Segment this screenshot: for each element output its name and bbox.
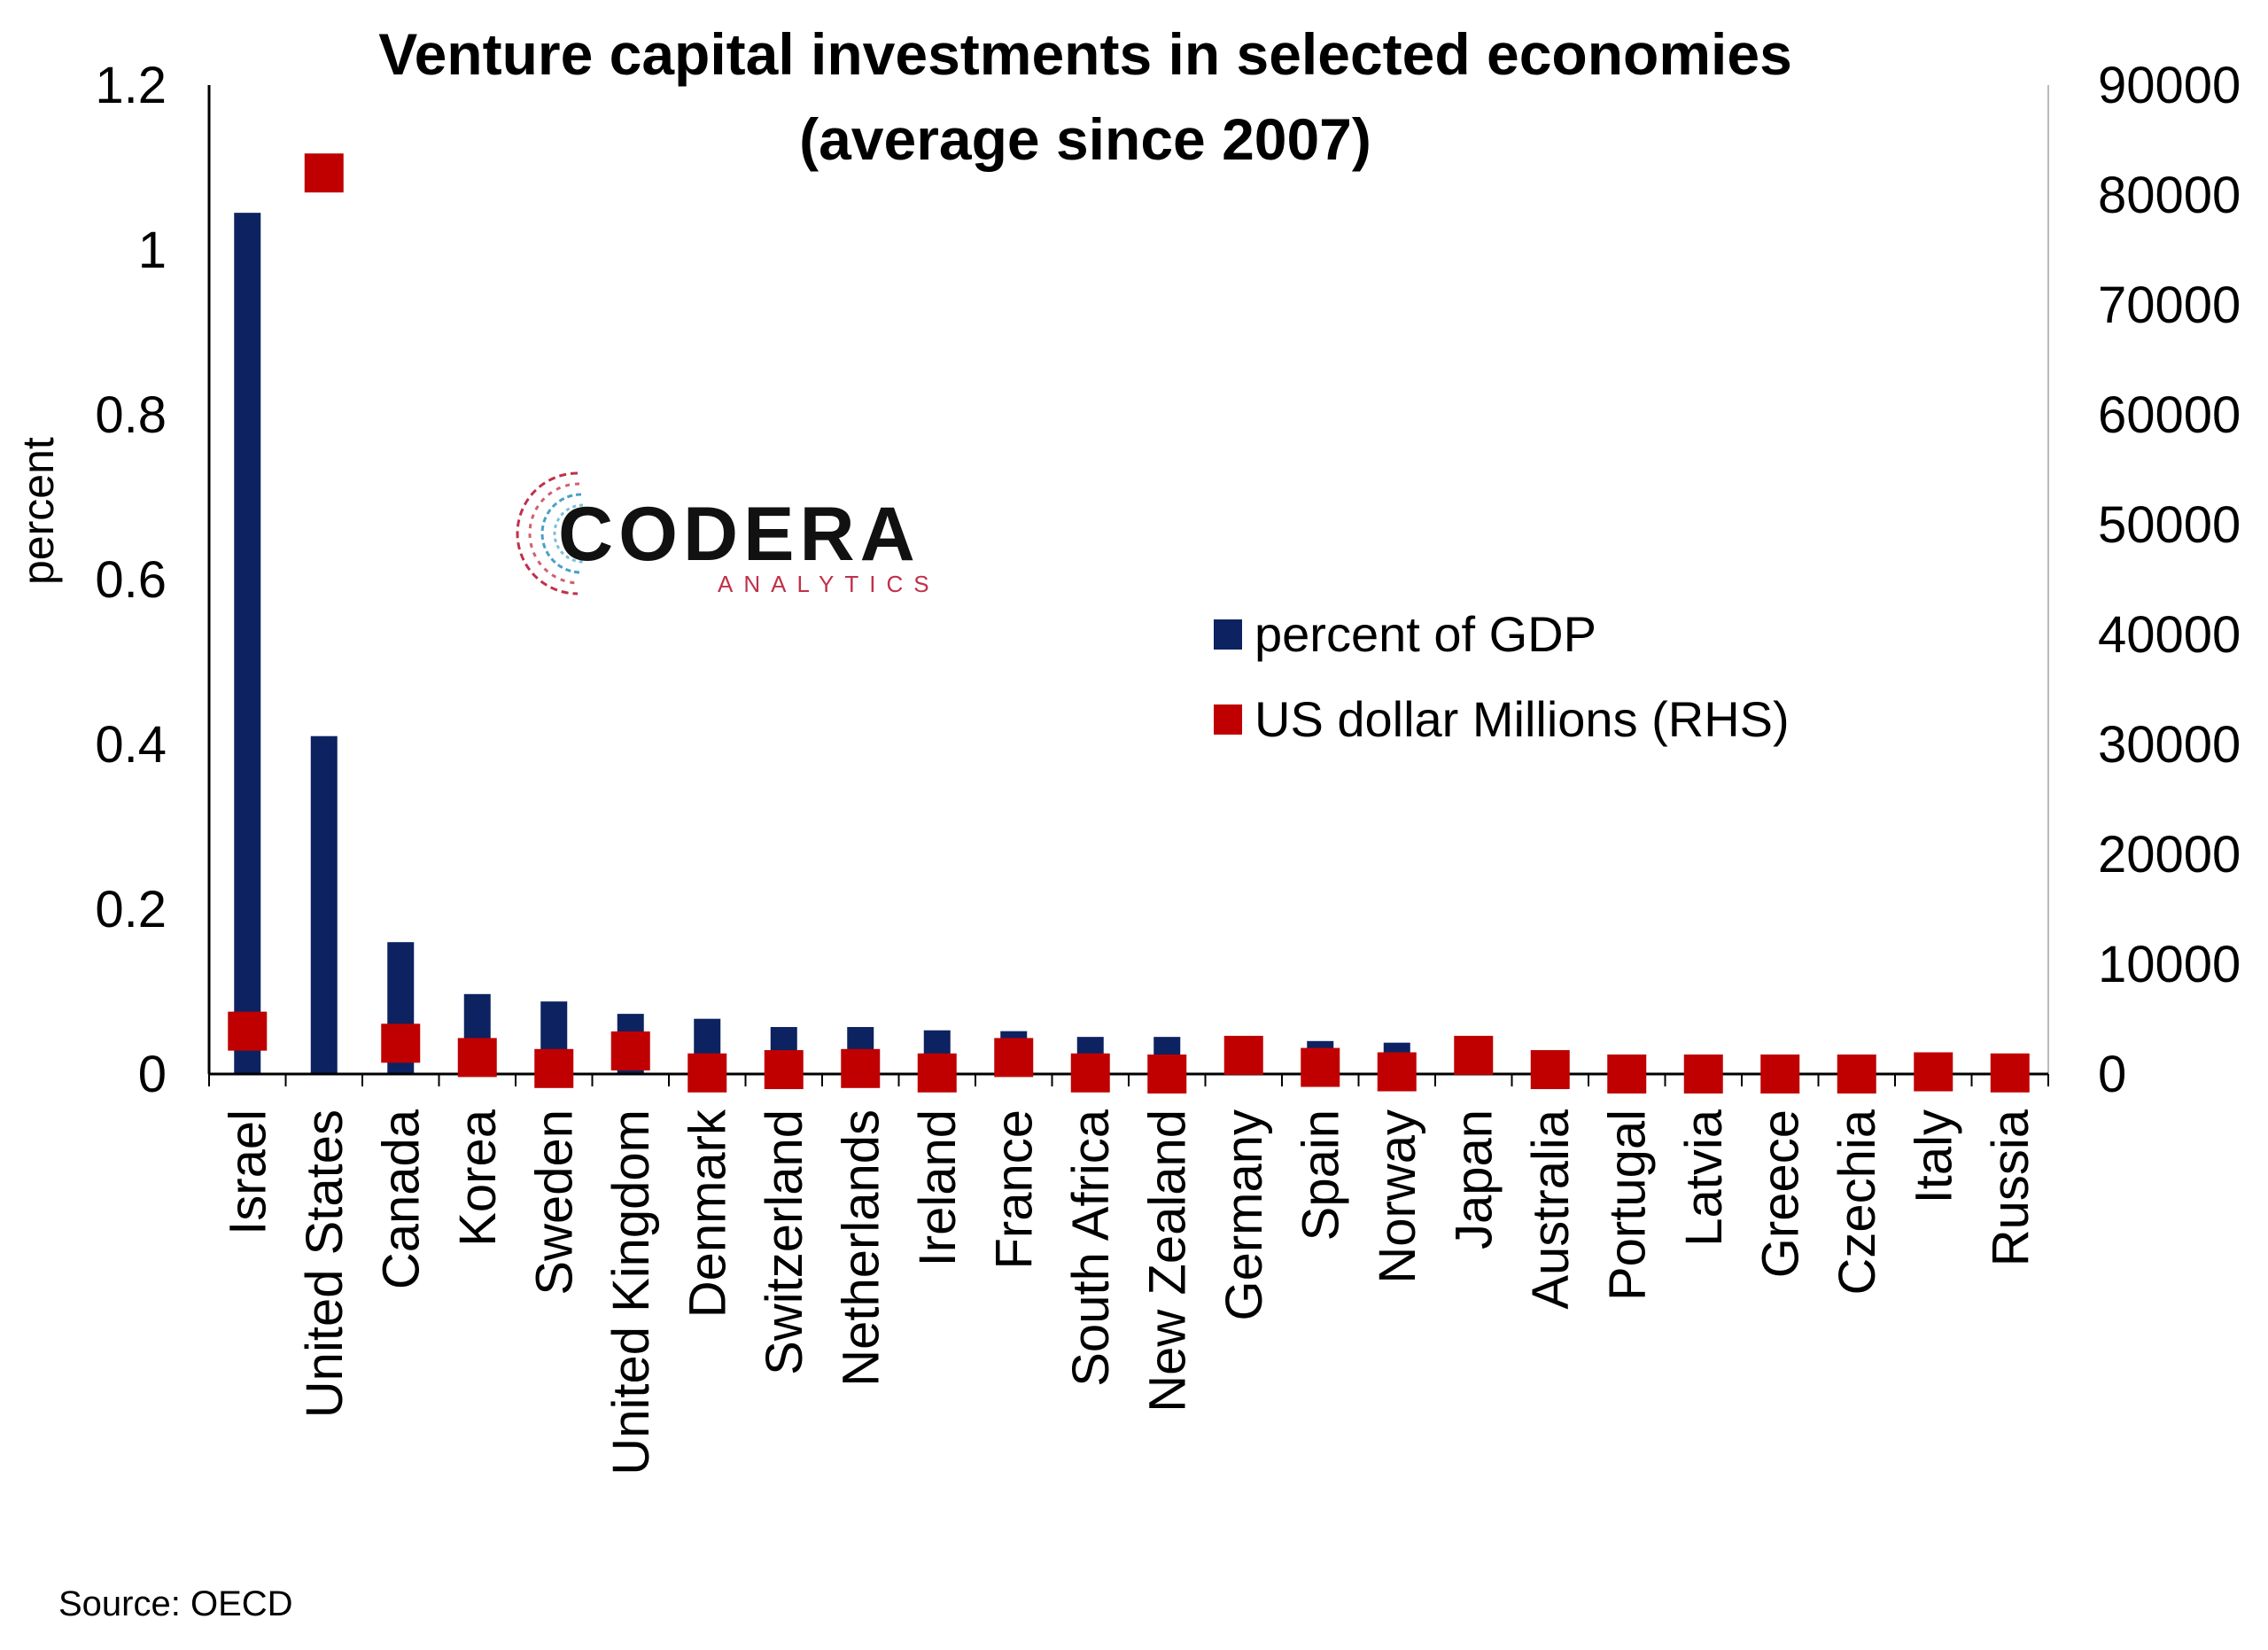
legend-item-percent-of-gdp: percent of GDP	[1214, 610, 1596, 659]
x-tick-label: Korea	[449, 1109, 507, 1247]
marker-point	[1837, 1055, 1876, 1094]
x-tick-label: Netherlands	[832, 1109, 889, 1387]
y2-tick-label: 70000	[2098, 276, 2241, 334]
marker-point	[1914, 1052, 1953, 1092]
marker-point	[1070, 1053, 1110, 1093]
x-tick-label: Russia	[1982, 1109, 2039, 1266]
y2-tick-label: 20000	[2098, 826, 2241, 883]
legend-item-us-dollar-millions: US dollar Millions (RHS)	[1214, 695, 1790, 744]
source-note: Source: OECD	[58, 1584, 293, 1623]
x-tick-label: Portugal	[1598, 1109, 1656, 1301]
legend-label: percent of GDP	[1254, 606, 1596, 662]
x-tick-label: Germany	[1216, 1109, 1273, 1321]
y2-tick-label: 0	[2098, 1046, 2126, 1103]
marker-point	[1454, 1035, 1494, 1075]
logo-subtitle: ANALYTICS	[718, 571, 940, 597]
marker-point	[917, 1053, 957, 1093]
marker-point	[610, 1031, 650, 1070]
x-tick-label: Greece	[1751, 1109, 1809, 1278]
x-tick-label: France	[985, 1109, 1043, 1270]
y-tick-label: 0.6	[95, 551, 167, 609]
y2-tick-label: 80000	[2098, 167, 2241, 224]
logo-wordmark: CODERA	[558, 492, 920, 577]
marker-point	[1223, 1035, 1263, 1075]
marker-point	[534, 1048, 574, 1088]
y-axis-label: percent	[13, 437, 63, 585]
x-tick-label: Switzerland	[756, 1109, 813, 1375]
y-tick-label: 0.8	[95, 386, 167, 444]
y2-tick-label: 40000	[2098, 606, 2241, 664]
x-tick-label: Israel	[219, 1109, 276, 1235]
x-tick-label: Italy	[1905, 1109, 1962, 1203]
x-tick-label: South Africa	[1062, 1109, 1120, 1386]
marker-point	[1683, 1055, 1723, 1094]
marker-point	[1607, 1055, 1647, 1094]
y2-tick-label: 50000	[2098, 496, 2241, 554]
marker-point	[1990, 1053, 2030, 1093]
y-tick-label: 0.4	[95, 716, 167, 774]
y2-tick-label: 10000	[2098, 936, 2241, 993]
marker-point	[994, 1038, 1034, 1078]
x-tick-label: Japan	[1445, 1109, 1503, 1249]
marker-point	[381, 1023, 421, 1063]
legend-label: US dollar Millions (RHS)	[1254, 691, 1790, 747]
logo-swirl-icon	[516, 471, 584, 595]
chart-subtitle: (average since 2007)	[799, 106, 1371, 172]
marker-point	[304, 153, 344, 193]
y2-tick-label: 60000	[2098, 386, 2241, 444]
legend-swatch-navy	[1214, 619, 1242, 650]
marker-point	[687, 1053, 727, 1093]
x-tick-label: Latvia	[1675, 1109, 1733, 1247]
x-tick-label: Canada	[372, 1109, 430, 1289]
x-tick-label: Norway	[1369, 1109, 1426, 1284]
chart-title: Venture capital investments in selected …	[378, 21, 1792, 87]
x-tick-label: United Kingdom	[602, 1109, 660, 1475]
y-tick-label: 0.2	[95, 881, 167, 938]
x-tick-label: Sweden	[525, 1109, 583, 1296]
marker-point	[1147, 1055, 1187, 1094]
x-tick-label: Australia	[1522, 1109, 1580, 1309]
marker-point	[764, 1050, 804, 1090]
marker-point	[841, 1048, 881, 1088]
y-tick-label: 0	[138, 1046, 167, 1103]
marker-point	[1760, 1055, 1800, 1094]
marker-point	[1301, 1047, 1340, 1087]
y-tick-label: 1.2	[95, 57, 167, 114]
x-tick-label: New Zealand	[1138, 1109, 1196, 1413]
bar	[234, 213, 261, 1074]
marker-point	[1530, 1050, 1570, 1090]
bar	[310, 735, 338, 1074]
y2-tick-label: 30000	[2098, 716, 2241, 774]
marker-point	[1377, 1052, 1417, 1092]
x-tick-label: Czechia	[1829, 1109, 1886, 1295]
y2-tick-label: 90000	[2098, 57, 2241, 114]
x-tick-label: Ireland	[909, 1109, 967, 1266]
x-tick-label: Denmark	[679, 1109, 736, 1318]
marker-point	[228, 1011, 268, 1051]
marker-point	[457, 1038, 497, 1078]
x-tick-label: United States	[296, 1109, 353, 1418]
y-tick-label: 1	[138, 222, 167, 279]
codera-logo: CODERA ANALYTICS	[516, 463, 976, 604]
x-tick-label: Spain	[1292, 1109, 1349, 1241]
legend-swatch-red	[1214, 704, 1242, 735]
